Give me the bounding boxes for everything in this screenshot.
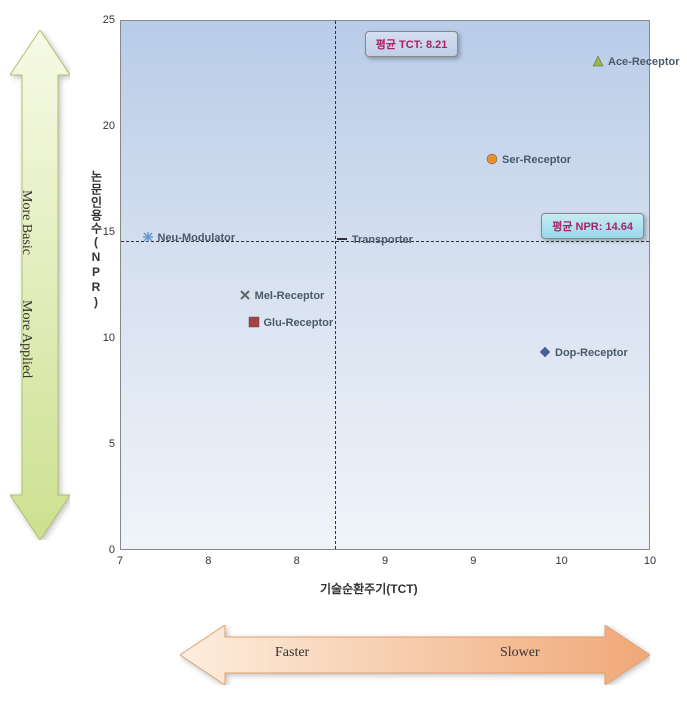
y-tick: 10 [103,332,115,344]
y-tick: 20 [103,120,115,132]
data-point [239,288,251,306]
data-point-label: Neu-Modulator [158,232,236,244]
data-point [592,54,604,72]
more-applied-label: More Applied [18,300,34,378]
y-axis-label: 논문인용수(NPR) [88,170,105,310]
data-point-label: Mel-Receptor [255,290,325,302]
data-point-label: Glu-Receptor [264,317,334,329]
data-point-label: Transporter [352,234,413,246]
y-tick: 5 [109,438,115,450]
data-point-label: Dop-Receptor [555,347,628,359]
data-point [248,315,260,333]
data-point [142,230,154,248]
x-tick: 7 [117,555,123,567]
data-point [486,152,498,170]
x-tick: 10 [644,555,656,567]
y-tick: 15 [103,226,115,238]
ref-line-tct [335,21,336,549]
slower-label: Slower [500,645,540,661]
more-basic-label: More Basic [18,190,34,255]
x-tick: 10 [556,555,568,567]
y-tick: 25 [103,14,115,26]
data-point-label: Ace-Receptor [608,56,680,68]
ref-box-tct: 평균 TCT: 8.21 [365,31,459,57]
vertical-double-arrow [10,30,70,545]
y-tick: 0 [109,544,115,556]
data-point-label: Ser-Receptor [502,154,571,166]
x-tick: 8 [294,555,300,567]
data-point [336,232,348,250]
horizontal-double-arrow [180,625,650,690]
x-tick: 9 [470,555,476,567]
x-tick: 8 [205,555,211,567]
x-axis-label: 기술순환주기(TCT) [320,580,418,597]
scatter-chart: 평균 TCT: 8.21 평균 NPR: 14.64 Neu-Modulator Me… [120,20,650,550]
data-point [539,345,551,363]
faster-label: Faster [275,645,309,661]
x-tick: 9 [382,555,388,567]
ref-box-npr: 평균 NPR: 14.64 [541,213,644,239]
